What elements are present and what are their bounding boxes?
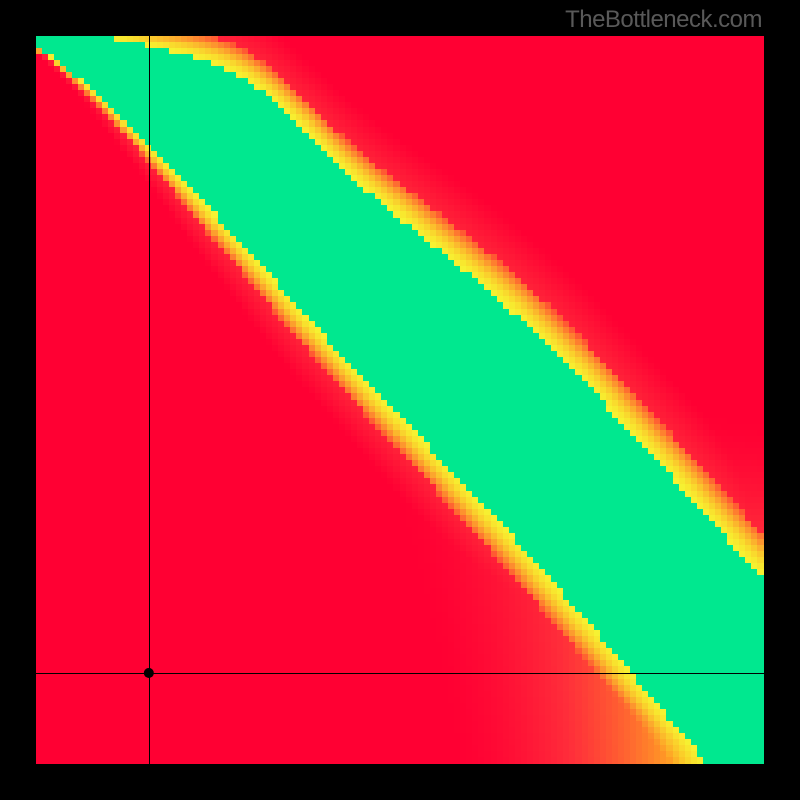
watermark-text: TheBottleneck.com: [565, 6, 762, 34]
heatmap-canvas: [36, 36, 764, 764]
root-container: TheBottleneck.com: [0, 0, 800, 800]
heatmap-plot: [36, 36, 764, 764]
